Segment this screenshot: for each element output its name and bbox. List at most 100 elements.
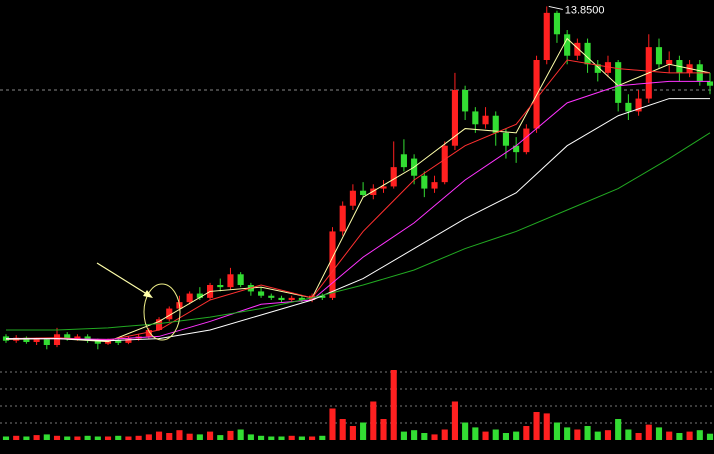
candle-body [186,293,193,303]
candle-body [84,336,91,341]
candle-body [574,42,581,56]
volume-bar [115,435,122,440]
candle-body [584,42,591,65]
candle-body [513,145,520,153]
volume-bar [380,419,387,440]
volume-bar [206,431,214,440]
volume-bar [33,435,40,440]
candle-body [421,175,428,189]
candle-body [502,132,510,146]
volume-bar [696,430,703,440]
candle-body [706,81,714,86]
volume-bar [513,431,520,440]
candle-body [155,319,163,330]
volume-bar [227,430,234,440]
max-price-pointer [548,5,563,10]
candle-body [217,285,224,288]
volume-bar [339,419,346,440]
candle-body [492,115,499,133]
volume-bar [462,422,469,440]
candle-body [431,182,438,189]
volume-bar [258,435,265,440]
volume-bar [196,434,203,440]
volume-bar [53,435,61,440]
volume-bar [13,435,20,440]
candle-body [319,295,326,298]
volume-bar [268,436,275,440]
volume-bar [217,435,224,440]
marks: 13.8500 [0,4,714,440]
moving-average [6,132,711,331]
volume-bar [564,427,571,440]
volume-bar [645,424,652,440]
volume-bar [309,436,316,440]
candle-body [666,60,673,65]
volume-bar [278,436,285,440]
volume-bar [686,431,693,440]
candle-body [145,330,152,337]
volume-bar [237,429,244,440]
candle-body [553,12,561,35]
candle-body [655,47,663,65]
candle-body [237,274,244,285]
candle-body [370,188,377,195]
volume-bar [676,433,683,440]
volume-bar [421,433,428,440]
candle-body [278,297,285,300]
candle-body [329,231,336,298]
volume-bar [74,436,81,440]
volume-bar [431,434,438,440]
volume-bar [400,431,407,440]
arrow [96,262,151,297]
candle-body [441,145,448,183]
volume-bar [288,435,295,440]
volume-bar [166,433,173,440]
candle-body [339,205,346,232]
candle-body [64,334,71,339]
volume-bar [2,436,10,440]
candle-body [472,111,479,125]
candle-body [166,308,173,320]
volume-bar [298,436,305,440]
volume-bar [584,426,591,440]
arrow-head [143,290,153,298]
candle-body [298,297,305,300]
volume-bar [655,427,663,440]
candle-body [564,34,571,56]
volume-bar [411,430,418,440]
candle-body [125,338,132,343]
volume-bar [64,436,71,440]
volume-bar [43,434,50,440]
volume-bar [533,412,540,440]
volume-bar [390,370,397,440]
volume-bar [329,408,336,440]
volume-bar [176,430,183,440]
candle-body [74,336,81,339]
candle-body [360,190,367,195]
candle-body [594,64,601,73]
candle-body [400,154,407,168]
volume-bar [666,431,673,440]
candle-body [288,297,295,300]
volume-bar [543,413,550,440]
max-price-label: 13.8500 [565,4,605,16]
volume-bar [441,429,448,440]
candle-body [94,340,101,344]
moving-average [5,37,711,343]
candle-body [615,62,622,103]
candle-body [390,167,397,187]
volume-bar [186,433,193,440]
volume-bar [451,401,458,440]
volume-bar [502,433,510,440]
candle-body [115,340,122,343]
candle-body [604,62,612,73]
volume-bar [145,434,152,440]
volume-bar [594,431,601,440]
moving-average [6,98,710,342]
candle-body [53,334,61,345]
candle-body [523,128,530,153]
volume-bar [84,435,91,440]
volume-bar [523,426,530,440]
